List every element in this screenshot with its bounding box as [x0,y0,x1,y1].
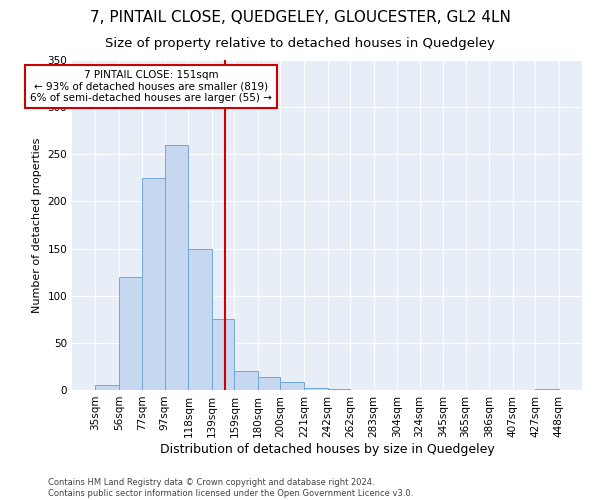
X-axis label: Distribution of detached houses by size in Quedgeley: Distribution of detached houses by size … [160,442,494,456]
Text: 7, PINTAIL CLOSE, QUEDGELEY, GLOUCESTER, GL2 4LN: 7, PINTAIL CLOSE, QUEDGELEY, GLOUCESTER,… [89,10,511,25]
Bar [328,389,350,390]
Bar [165,145,188,390]
Bar [212,320,235,390]
Text: Contains HM Land Registry data © Crown copyright and database right 2024.
Contai: Contains HM Land Registry data © Crown c… [48,478,413,498]
Bar [280,382,304,390]
Y-axis label: Number of detached properties: Number of detached properties [32,138,42,312]
Bar [95,386,119,390]
Bar [142,178,165,390]
Bar [119,277,142,390]
Text: 7 PINTAIL CLOSE: 151sqm
← 93% of detached houses are smaller (819)
6% of semi-de: 7 PINTAIL CLOSE: 151sqm ← 93% of detache… [30,70,272,103]
Bar [304,388,328,390]
Bar [188,248,212,390]
Bar [235,371,258,390]
Bar [258,377,280,390]
Text: Size of property relative to detached houses in Quedgeley: Size of property relative to detached ho… [105,38,495,51]
Bar [535,389,559,390]
